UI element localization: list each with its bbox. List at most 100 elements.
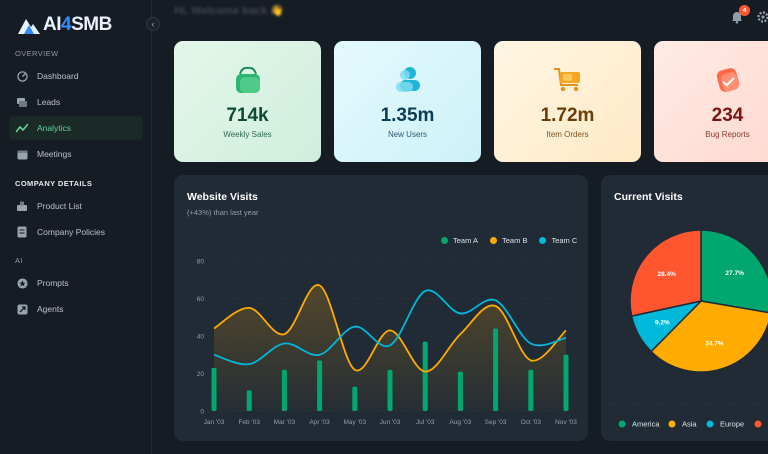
series-line-team-b[interactable] [213, 284, 567, 373]
sidebar-item-label: Company Policies [37, 227, 106, 237]
legend-label-europe[interactable]: Europe [720, 420, 744, 429]
card-title: Website Visits [187, 191, 258, 203]
legend-item-team-b[interactable]: Team B [490, 236, 527, 245]
policy-icon [16, 226, 28, 238]
x-tick-label: Feb '03 [238, 419, 260, 426]
sidebar-item-label: Analytics [37, 123, 72, 133]
sidebar-item-meetings[interactable]: Meetings [9, 142, 143, 166]
legend-label: Team C [551, 236, 578, 245]
y-tick-label: 0 [200, 409, 204, 416]
website-visits-chart: 0 20 40 60 80 Jan '03 Feb '03 Mar '03 Apr '03 May… [197, 259, 578, 427]
sidebar-item-leads[interactable]: Leads [9, 90, 143, 114]
kpi-value: 1.35m [380, 105, 435, 126]
bar-team-a[interactable] [387, 369, 393, 411]
current-visits-pie-chart: 27.7%34.7%9.2%28.4%AmericaAsiaEuropeAfri… [601, 229, 768, 429]
gear-icon[interactable] [757, 11, 768, 23]
sidebar-item-product-list[interactable]: Product List [9, 194, 143, 218]
x-tick-label: May '03 [344, 419, 367, 426]
pie-slice-america[interactable] [700, 229, 768, 314]
kpi-value: 234 [711, 105, 744, 126]
product-icon [16, 200, 28, 212]
legend-swatch [441, 237, 448, 244]
card-subtitle: (+43%) than last year [187, 208, 259, 217]
chevron-left-icon: ‹ [151, 19, 155, 29]
kpi-label: New Users [387, 130, 428, 139]
legend-swatch [490, 237, 498, 244]
app-name: AI4SMB [43, 14, 112, 35]
sidebar-item-label: Meetings [37, 149, 72, 159]
series-line-team-c[interactable] [213, 289, 567, 366]
sidebar-item-label: Product List [37, 201, 82, 211]
x-tick-label: Aug '03 [449, 419, 471, 426]
legend-item-team-a[interactable]: Team A [441, 236, 478, 245]
pie-slice-label: 28.4% [658, 271, 677, 278]
sidebar-item-label: Leads [37, 97, 61, 107]
bar-team-a[interactable] [493, 328, 499, 412]
legend-label-asia[interactable]: Asia [682, 420, 697, 429]
section-title-ai: AI [15, 256, 23, 265]
sidebar-item-label: Dashboard [37, 71, 79, 81]
x-tick-label: Apr '03 [309, 419, 330, 426]
x-tick-label: Sep '03 [485, 419, 507, 426]
kpi-label: Bug Reports [705, 130, 750, 139]
y-tick-label: 80 [197, 259, 205, 266]
users-icon [396, 67, 420, 92]
pie-slice-asia[interactable] [650, 300, 768, 373]
bar-team-a[interactable] [211, 367, 217, 411]
kpi-card-item-orders: 1.72m Item Orders [494, 41, 641, 162]
page-greeting: Hi, Welcome back 👋 [174, 5, 285, 17]
bar-team-a[interactable] [246, 390, 252, 411]
sidebar-item-label: Prompts [37, 278, 69, 288]
cart-icon [554, 68, 580, 92]
legend-label-america[interactable]: America [632, 420, 660, 429]
legend-label: Team A [453, 236, 479, 245]
calendar-icon [16, 148, 28, 160]
mountain-logo-icon [18, 19, 40, 34]
card-title: Current Visits [614, 191, 683, 203]
kpi-card-bug-reports: 234 Bug Reports [654, 41, 768, 162]
sidebar-item-dashboard[interactable]: Dashboard [9, 64, 143, 88]
collapse-sidebar-button[interactable]: ‹ [146, 17, 160, 31]
analytics-icon [16, 122, 28, 134]
legend-swatch [706, 420, 714, 428]
pie-slice-africa[interactable] [629, 229, 702, 317]
bar-team-a[interactable] [317, 360, 323, 411]
legend-item-team-c[interactable]: Team C [539, 236, 577, 245]
current-visits-card: Current Visits 27.7% 34.7% 9.2% 28.4% Americ… [601, 175, 768, 441]
sidebar-item-label: Agents [37, 304, 64, 314]
leads-icon [16, 96, 28, 108]
kpi-label: Item Orders [546, 130, 589, 139]
bar-team-a[interactable] [528, 369, 534, 411]
sidebar-item-agents[interactable]: Agents [9, 297, 143, 321]
bar-team-a[interactable] [457, 371, 463, 411]
bar-team-a[interactable] [281, 369, 287, 411]
sidebar-item-company-policies[interactable]: Company Policies [9, 220, 143, 244]
bug-icon [716, 68, 740, 92]
legend-swatch [539, 237, 547, 244]
pie-slice-label: 9.2% [655, 320, 670, 327]
x-tick-label: Jul '03 [416, 419, 435, 426]
kpi-card-weekly-sales: 714k Weekly Sales [174, 41, 321, 162]
app-logo[interactable]: AI4SMB [18, 14, 112, 36]
bar-team-a[interactable] [422, 341, 428, 411]
legend-swatch [668, 420, 676, 428]
dashboard-icon [16, 70, 28, 82]
kpi-card-new-users: 1.35m New Users [334, 41, 481, 162]
bar-team-a[interactable] [352, 386, 358, 411]
sidebar: AI4SMB ‹ Overview Dashboard Leads Analyt… [0, 0, 160, 454]
star-icon [16, 277, 28, 289]
sidebar-item-analytics[interactable]: Analytics [9, 116, 143, 140]
bar-team-a[interactable] [563, 354, 569, 411]
sidebar-item-prompts[interactable]: Prompts [9, 271, 143, 295]
kpi-label: Weekly Sales [223, 130, 272, 139]
x-tick-label: Jun '03 [380, 419, 401, 426]
pie-slice-label: 27.7% [725, 270, 744, 277]
kpi-value: 1.72m [540, 105, 595, 126]
legend-swatch [754, 420, 762, 428]
chart-legend: Team A Team B Team C [441, 236, 577, 245]
y-tick-label: 40 [197, 334, 205, 341]
legend-label: Team B [502, 236, 528, 245]
section-title-company-details: Company Details [15, 179, 93, 188]
kpi-value: 714k [226, 105, 269, 126]
notification-badge: 4 [739, 5, 750, 16]
